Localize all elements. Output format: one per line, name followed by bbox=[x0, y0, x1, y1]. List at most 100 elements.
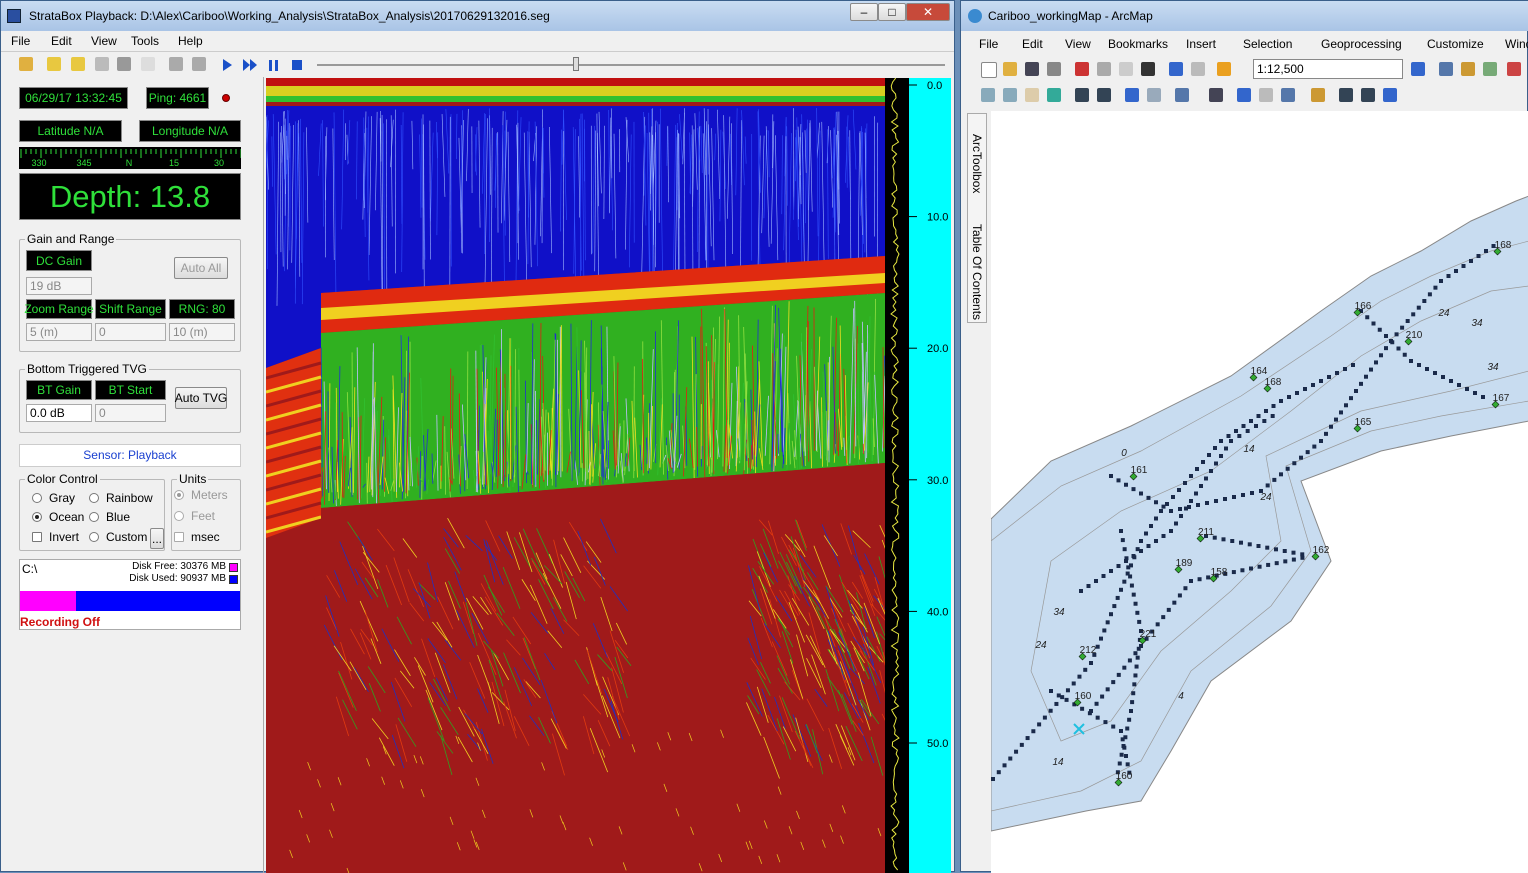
survey-point bbox=[1109, 612, 1113, 616]
maximize[interactable]: □ bbox=[878, 3, 906, 21]
contour-label: 24 bbox=[1259, 492, 1272, 503]
survey-point bbox=[1133, 651, 1137, 655]
survey-point bbox=[1167, 608, 1171, 612]
menu-item[interactable]: File bbox=[979, 37, 998, 51]
survey-point bbox=[1124, 754, 1128, 758]
seek-thumb[interactable] bbox=[573, 57, 579, 71]
label: DC Gain bbox=[26, 250, 92, 271]
scale-label: 10.0 bbox=[927, 212, 948, 224]
survey-point bbox=[1132, 487, 1136, 491]
station-label: 168 bbox=[1265, 377, 1282, 388]
menu-item[interactable]: Insert bbox=[1186, 37, 1216, 51]
survey-point bbox=[1234, 429, 1238, 433]
menu-item[interactable]: Windows bbox=[1505, 37, 1528, 51]
menu-item[interactable]: View bbox=[1065, 37, 1091, 51]
texture bbox=[546, 443, 547, 472]
radio[interactable] bbox=[32, 493, 42, 503]
station-label: 167 bbox=[1493, 393, 1510, 404]
survey-point bbox=[1222, 537, 1226, 541]
survey-point bbox=[1477, 254, 1481, 258]
tab[interactable]: Table Of Contents bbox=[970, 224, 984, 320]
checkbox[interactable] bbox=[32, 532, 42, 542]
tab[interactable]: ArcToolbox bbox=[970, 134, 984, 193]
seek-bar[interactable] bbox=[317, 64, 945, 66]
survey-point bbox=[1118, 762, 1122, 766]
group-label: Gain and Range bbox=[25, 232, 116, 246]
radio[interactable] bbox=[174, 511, 184, 521]
survey-point bbox=[1129, 709, 1133, 713]
auto-tvg-button[interactable]: Auto TVG bbox=[175, 387, 227, 409]
survey-point bbox=[1119, 588, 1123, 592]
echogram bbox=[266, 78, 885, 873]
auto-all-button[interactable]: Auto All bbox=[174, 257, 228, 279]
survey-point bbox=[1162, 505, 1166, 509]
survey-point bbox=[1159, 509, 1163, 513]
menu-item[interactable]: Bookmarks bbox=[1108, 37, 1168, 51]
survey-point bbox=[1154, 539, 1158, 543]
combo[interactable]: 19 dB bbox=[26, 277, 92, 295]
survey-point bbox=[1343, 367, 1347, 371]
survey-point bbox=[1184, 507, 1188, 511]
survey-point bbox=[1279, 399, 1283, 403]
menu-item[interactable]: Geoprocessing bbox=[1321, 37, 1402, 51]
menu-item[interactable]: Edit bbox=[51, 34, 72, 48]
input[interactable]: 0 bbox=[95, 404, 166, 422]
toolbar bbox=[1, 51, 954, 77]
survey-point bbox=[1227, 434, 1231, 438]
radio[interactable] bbox=[32, 512, 42, 522]
radio[interactable] bbox=[89, 493, 99, 503]
title-bar: Cariboo_workingMap - ArcMap bbox=[961, 1, 1528, 31]
survey-point bbox=[1417, 363, 1421, 367]
input[interactable]: 0 bbox=[95, 323, 166, 341]
menu-item[interactable]: Customize bbox=[1427, 37, 1484, 51]
group-label: Units bbox=[177, 472, 208, 486]
playback-controls[interactable] bbox=[219, 56, 309, 74]
option-label: Custom bbox=[106, 530, 147, 544]
radio[interactable] bbox=[89, 532, 99, 542]
survey-point bbox=[1128, 658, 1132, 662]
menu-bar: File Edit View Bookmarks Insert Selection Geop… bbox=[979, 35, 1528, 53]
survey-point bbox=[1178, 593, 1182, 597]
menu-bar: File Edit View Tools Help bbox=[7, 32, 947, 50]
menu-item[interactable]: View bbox=[91, 34, 117, 48]
survey-point bbox=[1354, 389, 1358, 393]
minimize[interactable]: – bbox=[850, 3, 878, 21]
survey-point bbox=[1329, 425, 1333, 429]
menu-item[interactable]: File bbox=[11, 34, 30, 48]
survey-point bbox=[1106, 687, 1110, 691]
radio[interactable] bbox=[174, 490, 184, 500]
survey-point bbox=[1154, 500, 1158, 504]
survey-point bbox=[1248, 542, 1252, 546]
survey-point bbox=[1390, 340, 1394, 344]
survey-point bbox=[1481, 395, 1485, 399]
survey-point bbox=[1043, 716, 1047, 720]
survey-point bbox=[1344, 403, 1348, 407]
compass-label: 30 bbox=[214, 158, 224, 168]
survey-point bbox=[1037, 722, 1041, 726]
close[interactable]: ✕ bbox=[906, 3, 950, 21]
more-button[interactable]: ... bbox=[150, 528, 164, 549]
combo[interactable]: 0.0 dB bbox=[26, 404, 92, 422]
survey-point bbox=[1250, 491, 1254, 495]
survey-point bbox=[1109, 569, 1113, 573]
radio[interactable] bbox=[89, 512, 99, 522]
survey-point bbox=[1080, 707, 1084, 711]
menu-item[interactable]: Help bbox=[178, 34, 203, 48]
survey-point bbox=[1287, 395, 1291, 399]
station-label: 161 bbox=[1131, 465, 1148, 476]
survey-point bbox=[1454, 269, 1458, 273]
survey-point bbox=[1206, 575, 1210, 579]
survey-point bbox=[1266, 483, 1270, 487]
survey-point bbox=[1014, 750, 1018, 754]
survey-point bbox=[1130, 584, 1134, 588]
combo[interactable]: 10 (m) bbox=[169, 323, 235, 341]
side-tabs: ArcToolbox Table Of Contents bbox=[967, 113, 987, 323]
menu-item[interactable]: Selection bbox=[1243, 37, 1292, 51]
combo[interactable]: 5 (m) bbox=[26, 323, 92, 341]
menu-item[interactable]: Tools bbox=[131, 34, 159, 48]
scale-combo[interactable]: 1:12,500 bbox=[1253, 59, 1403, 79]
survey-point bbox=[1224, 447, 1228, 451]
checkbox[interactable] bbox=[174, 532, 184, 542]
menu-item[interactable]: Edit bbox=[1022, 37, 1043, 51]
